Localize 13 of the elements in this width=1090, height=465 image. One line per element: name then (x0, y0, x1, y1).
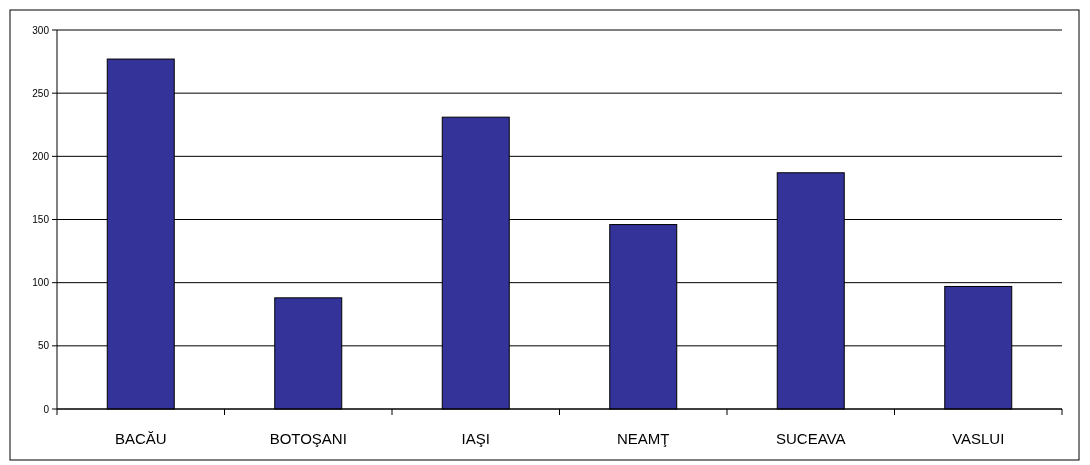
x-tick-label: NEAMŢ (617, 430, 670, 447)
x-tick-label: BOTOŞANI (269, 430, 347, 447)
x-tick-label: SUCEAVA (776, 430, 846, 447)
y-tick-label: 150 (32, 214, 50, 225)
y-tick-label: 250 (32, 87, 50, 99)
y-tick-label: 0 (43, 403, 50, 415)
y-tick-label: 300 (32, 24, 50, 36)
x-tick-label: BACĂU (114, 430, 167, 447)
y-tick-label: 50 (37, 340, 50, 352)
x-tick-label: IAŞI (461, 430, 490, 447)
y-tick-label: 100 (32, 277, 50, 289)
x-tick-label: VASLUI (952, 430, 1005, 447)
y-tick-label: 200 (32, 150, 50, 162)
